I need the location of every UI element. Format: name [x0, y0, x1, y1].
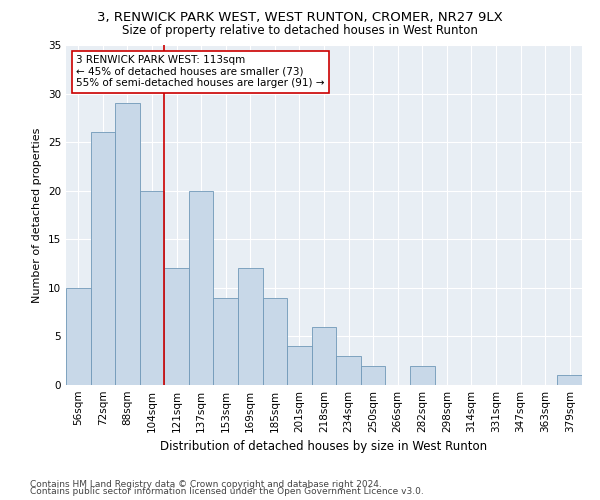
- Text: Contains public sector information licensed under the Open Government Licence v3: Contains public sector information licen…: [30, 488, 424, 496]
- Bar: [140, 190, 164, 385]
- Bar: [263, 298, 287, 385]
- Text: Size of property relative to detached houses in West Runton: Size of property relative to detached ho…: [122, 24, 478, 37]
- Bar: [361, 366, 385, 385]
- Bar: [312, 326, 336, 385]
- Bar: [557, 376, 582, 385]
- Bar: [287, 346, 312, 385]
- Bar: [410, 366, 434, 385]
- X-axis label: Distribution of detached houses by size in West Runton: Distribution of detached houses by size …: [160, 440, 488, 454]
- Bar: [164, 268, 189, 385]
- Text: 3 RENWICK PARK WEST: 113sqm
← 45% of detached houses are smaller (73)
55% of sem: 3 RENWICK PARK WEST: 113sqm ← 45% of det…: [76, 55, 325, 88]
- Bar: [115, 104, 140, 385]
- Text: 3, RENWICK PARK WEST, WEST RUNTON, CROMER, NR27 9LX: 3, RENWICK PARK WEST, WEST RUNTON, CROME…: [97, 11, 503, 24]
- Bar: [189, 190, 214, 385]
- Bar: [336, 356, 361, 385]
- Bar: [66, 288, 91, 385]
- Y-axis label: Number of detached properties: Number of detached properties: [32, 128, 43, 302]
- Bar: [214, 298, 238, 385]
- Text: Contains HM Land Registry data © Crown copyright and database right 2024.: Contains HM Land Registry data © Crown c…: [30, 480, 382, 489]
- Bar: [238, 268, 263, 385]
- Bar: [91, 132, 115, 385]
